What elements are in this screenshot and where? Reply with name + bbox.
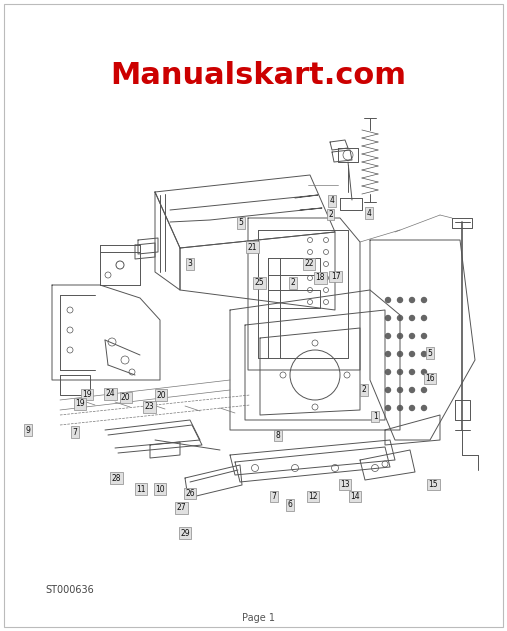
Text: 2: 2 [361,386,367,394]
Text: 21: 21 [248,243,257,252]
Circle shape [410,334,415,338]
Text: 2: 2 [291,278,296,287]
Circle shape [421,297,426,302]
Circle shape [385,406,390,411]
Text: Manualskart.com: Manualskart.com [110,61,406,90]
Text: 10: 10 [155,485,164,493]
Text: 26: 26 [186,489,195,498]
Text: 20: 20 [121,393,130,402]
Text: 23: 23 [145,403,154,411]
Circle shape [385,334,390,338]
Circle shape [410,297,415,302]
Text: 22: 22 [305,259,314,268]
Text: 2: 2 [328,210,333,219]
Circle shape [397,406,403,411]
Text: 11: 11 [136,485,146,493]
Circle shape [385,316,390,321]
Text: 28: 28 [112,474,121,483]
Text: 5: 5 [238,218,243,227]
Circle shape [397,316,403,321]
Circle shape [385,297,390,302]
Text: 15: 15 [429,480,438,489]
Text: Page 1: Page 1 [241,613,274,623]
Circle shape [421,370,426,375]
Text: 18: 18 [316,273,325,282]
Text: 9: 9 [25,426,30,435]
Text: 19: 19 [76,399,85,408]
Circle shape [421,351,426,357]
Circle shape [385,387,390,392]
Circle shape [421,334,426,338]
Text: 6: 6 [287,500,293,509]
Text: 27: 27 [177,504,186,512]
Circle shape [421,406,426,411]
Text: 4: 4 [330,196,335,205]
Text: 20: 20 [157,391,166,399]
Circle shape [397,351,403,357]
Text: 24: 24 [106,389,115,398]
Text: 19: 19 [83,390,92,399]
Text: 8: 8 [275,431,280,440]
Text: 25: 25 [255,278,264,287]
Circle shape [410,387,415,392]
Circle shape [410,316,415,321]
Text: 16: 16 [425,374,434,383]
Text: 17: 17 [331,272,340,281]
Text: 13: 13 [340,480,349,489]
Circle shape [397,297,403,302]
Circle shape [421,316,426,321]
Text: 5: 5 [427,349,432,358]
Text: 12: 12 [309,492,318,501]
Circle shape [397,334,403,338]
Text: 3: 3 [188,259,193,268]
Circle shape [421,387,426,392]
Text: 29: 29 [180,529,190,538]
Circle shape [397,387,403,392]
Circle shape [410,370,415,375]
Circle shape [397,370,403,375]
Text: 1: 1 [373,412,378,421]
Circle shape [410,406,415,411]
Text: 4: 4 [367,209,372,218]
Circle shape [410,351,415,357]
Text: 7: 7 [73,428,78,437]
Text: 14: 14 [350,492,359,501]
Circle shape [385,370,390,375]
Text: 7: 7 [271,492,276,501]
Text: ST000636: ST000636 [45,585,94,595]
Circle shape [385,351,390,357]
